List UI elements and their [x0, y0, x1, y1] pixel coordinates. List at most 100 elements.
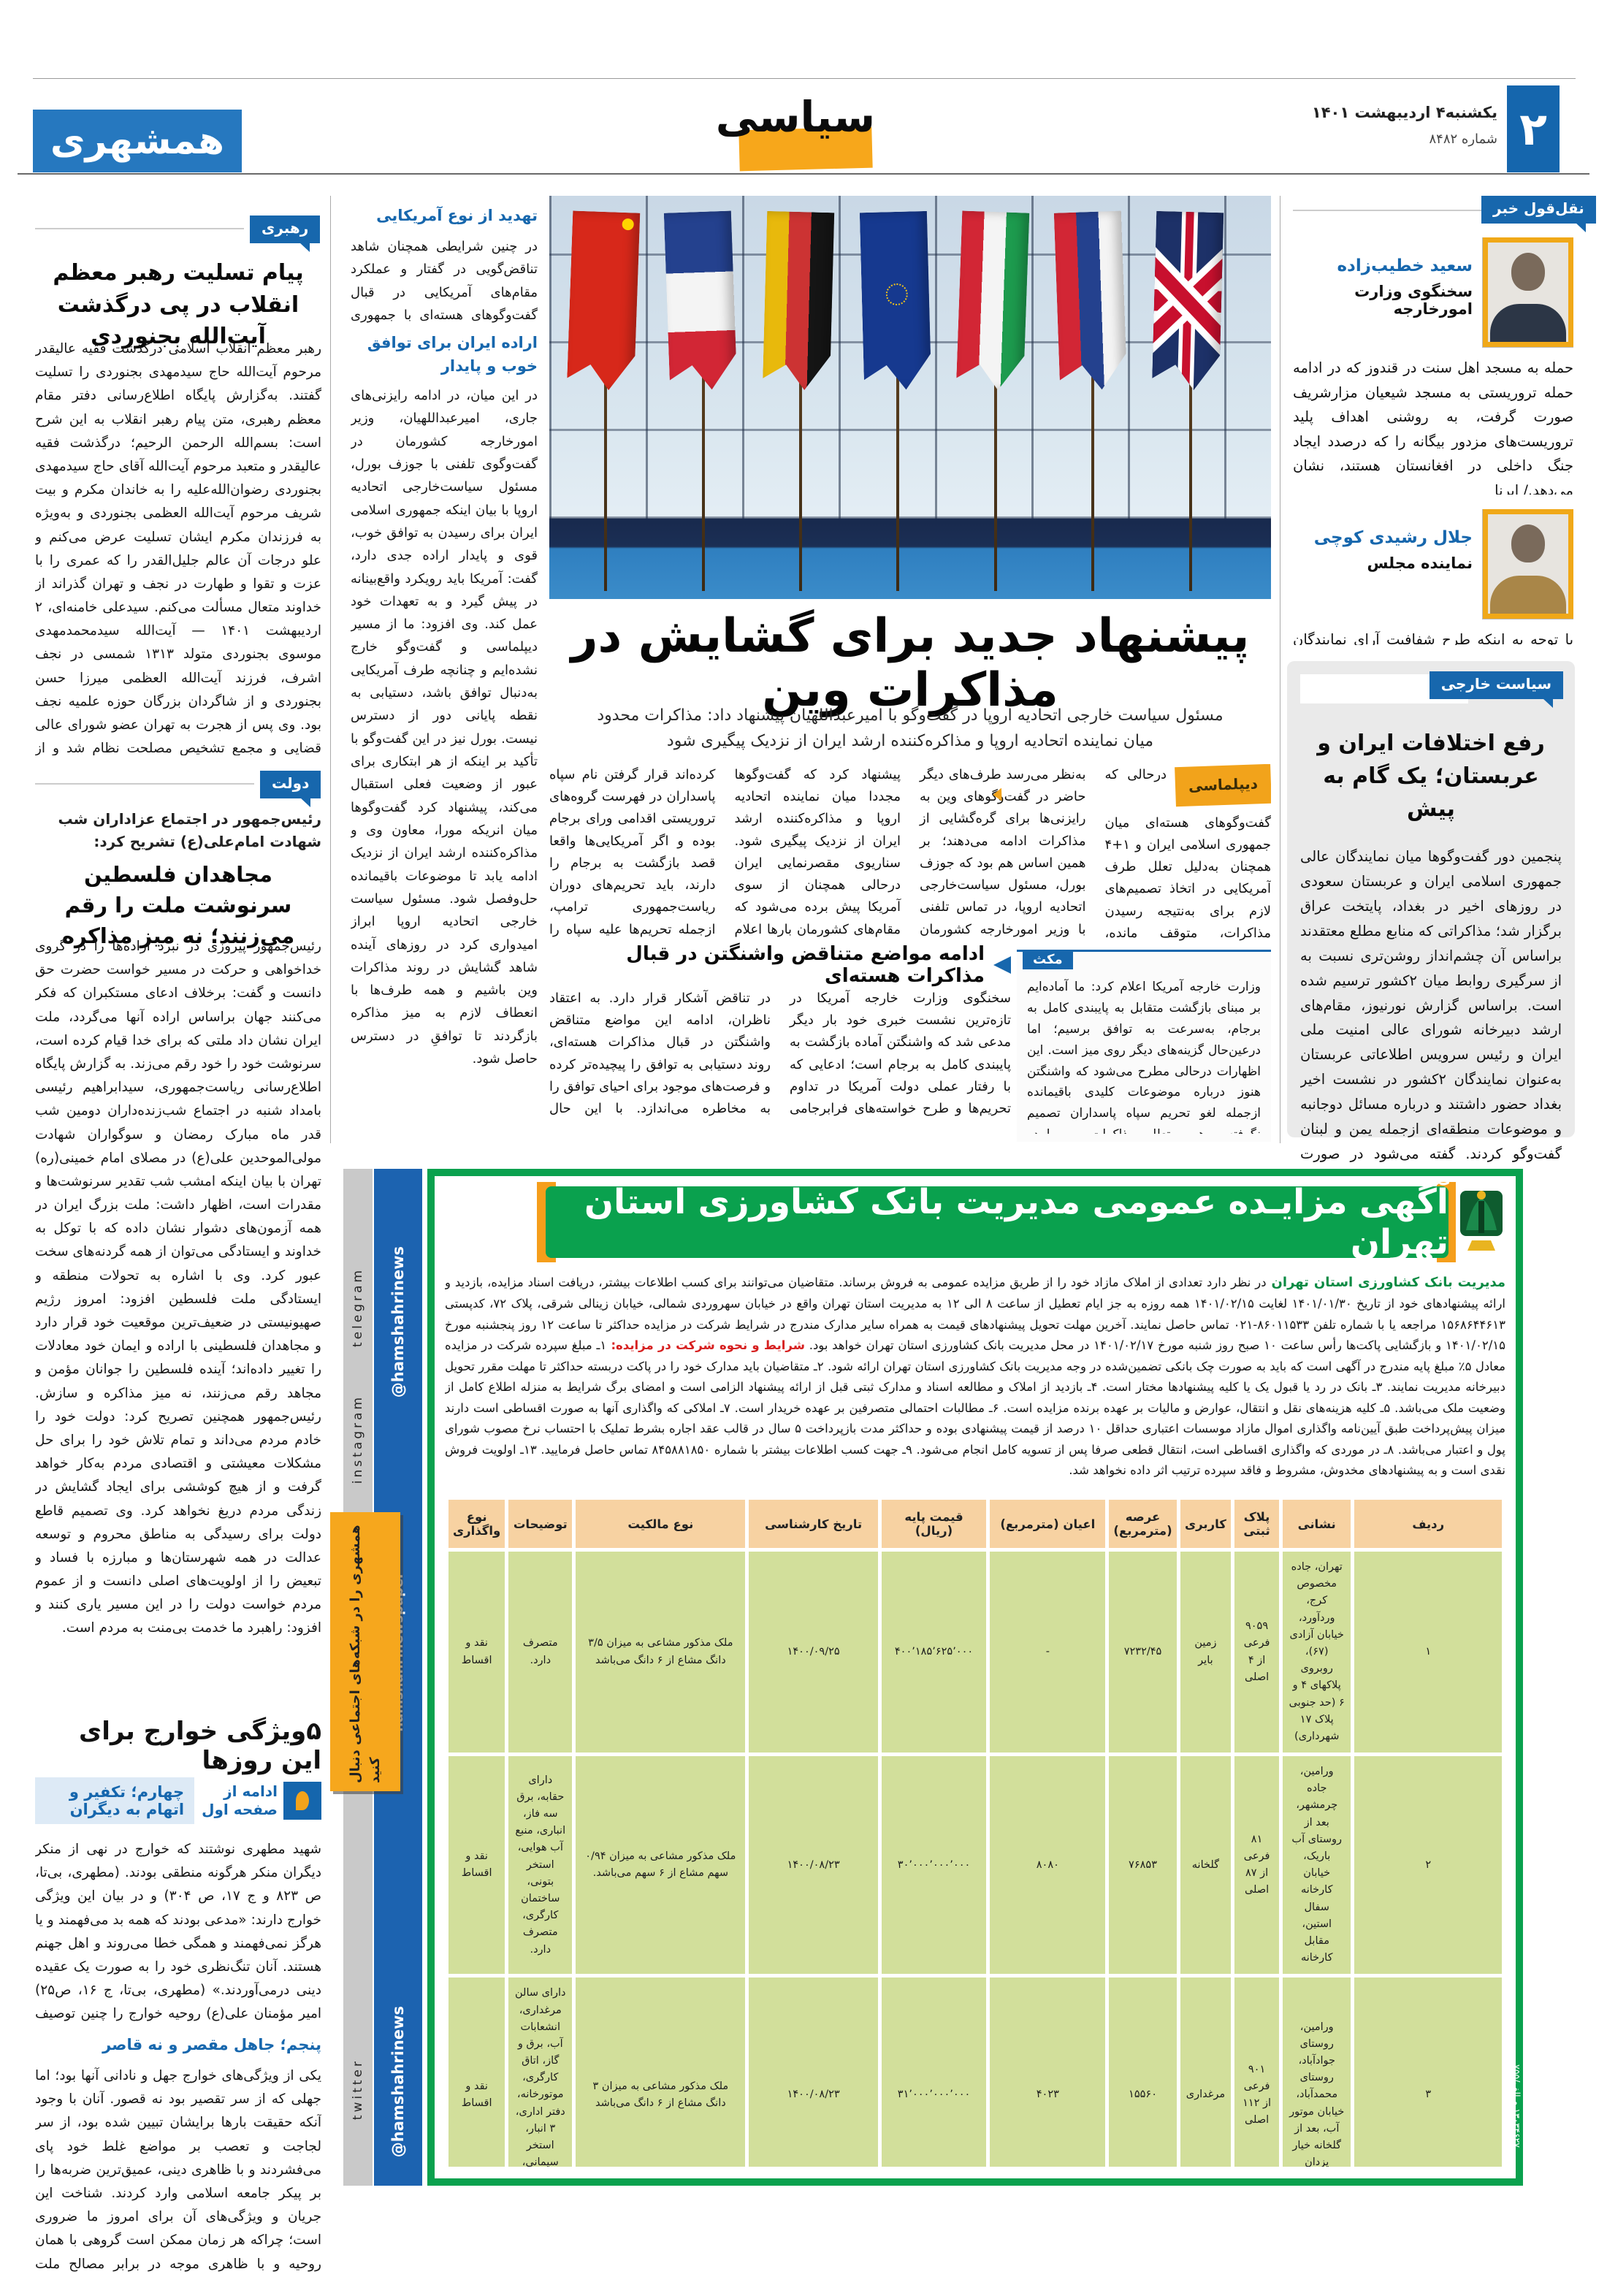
table-header-cell: قیمت پایه (ریال) [881, 1500, 987, 1548]
ad-title-banner: آگهی مزایـده عمومی مدیریت بانک کشاورزی ا… [546, 1182, 1448, 1262]
continued-icon [283, 1782, 321, 1820]
flag-germany [752, 204, 845, 591]
cell-row-number: ۳ [1354, 1977, 1502, 2167]
issue-line: شماره ۸۴۸۲ [1429, 131, 1498, 147]
quote-mark-icon [296, 1791, 309, 1810]
table-body: ۱ تهران، جاده مخصوص کرج، وردآورد، خیابان… [448, 1552, 1502, 2167]
diplomacy-tag: دیپلماسی [1175, 764, 1271, 806]
khavarej-title: ۵ویژگی خوارج برای این روزها [79, 1717, 321, 1775]
newspaper-logo: همشهری [33, 110, 242, 172]
cell-row-number: ۲ [1354, 1756, 1502, 1975]
section-title: سیاسی [715, 92, 875, 142]
cell-appraisal-date: ۱۴۰۰/۰۹/۲۵ [749, 1552, 878, 1753]
leader-tag-line [35, 228, 244, 229]
cell-plot: ۹۰۵۹ فرعی از ۴ اصلی [1234, 1552, 1279, 1753]
main-body-a: دیپلماسی درحالی که گفت‌وگوهای هسته‌ای میا… [549, 764, 1271, 947]
cell-building-area: - [990, 1552, 1106, 1753]
speaker-role: نماینده مجلس [1367, 554, 1473, 572]
cell-transfer-type: نقد و اقساط [448, 1756, 505, 1975]
cell-usage: گلخانه [1180, 1756, 1232, 1975]
quote-text: حمله به مسجد اهل سنت در قندوز که در ادام… [1293, 359, 1573, 495]
cell-plot: ۸۱ فرعی از ۸۷ اصلی [1234, 1756, 1279, 1975]
cell-row-number: ۱ [1354, 1552, 1502, 1753]
header-rule-bottom [18, 173, 1589, 175]
cell-notes: دارای حقابه، برق سه فاز، انباری، منبع آب… [508, 1756, 573, 1975]
bank-logo-icon [1450, 1179, 1513, 1270]
quote-item: جلال رشیدی کوچی نماینده مجلس با توجه به … [1293, 509, 1573, 645]
cell-land-area: ۱۵۵۶۰ [1109, 1977, 1177, 2167]
flag-uk [1141, 204, 1234, 591]
quote-item: سعید خطیب‌زاده سخنگوی وزارت امورخارجه حم… [1293, 237, 1573, 495]
foreign-box-title: رفع اختلافات ایران و عربستان؛ یک گام به … [1317, 731, 1545, 822]
table-header-cell: پلاک ثبتی [1234, 1500, 1279, 1548]
gov-tag: دولت [260, 771, 321, 807]
cell-ownership: ملک مذکور مشاعی به میزان ۰/۹۴ سهم مشاع ا… [576, 1756, 746, 1975]
cell-usage: زمین بایر [1180, 1552, 1232, 1753]
table-header-cell: تاریخ کارشناسی [749, 1500, 878, 1548]
strip-text-1: در چنین شرایطی همچنان شاهد تناقض‌گویی در… [351, 239, 538, 323]
speaker-name: سعید خطیب‌زاده [1337, 256, 1473, 275]
gov-tag-line [35, 783, 254, 785]
speaker-portrait [1482, 509, 1573, 619]
cell-plot: ۹۰۱ فرعی از ۱۱۲ اصلی [1234, 1977, 1279, 2167]
main-deck: مسئول سیاست خارجی اتحادیه اروپا در گفت‌و… [597, 706, 1224, 751]
main-subhead-b: ادامه مواضع متناقض واشنگتن در قبال مذاکر… [549, 943, 1011, 987]
leader-body: رهبر معظم انقلاب اسلامی درگذشت فقیه عالی… [35, 341, 321, 755]
cell-building-area: ۸۰۸۰ [990, 1756, 1106, 1975]
strip-text-2: در این میان، در ادامه رایزنی‌های جاری، ا… [351, 388, 538, 1067]
cell-transfer-type: نقد و اقساط [448, 1977, 505, 2167]
gov-kicker: رئیس‌جمهور در اجتماع عزاداران شب شهادت ا… [58, 810, 321, 850]
twitter-label: twitter [351, 2058, 365, 2121]
date-line: یکشنبه۴ اردیبهشت ۱۴۰۱ [1311, 104, 1497, 121]
table-header-cell: عرصه (مترمربع) [1109, 1500, 1177, 1548]
quote-text: با توجه به اینکه طرح شفافیت آرای نمایندگ… [1293, 631, 1573, 645]
strip-subhead-2: اراده ایران برای توافق خوب و پایدار [367, 334, 538, 375]
cell-base-price: ۴۰۰٬۱۸۵٬۶۲۵٬۰۰۰ [881, 1552, 987, 1753]
page-number: ۲ [1519, 102, 1547, 156]
ad-terms-label: شرایط و نحوه شرکت در مزایده: [606, 1338, 805, 1353]
section-header: سیاسی [715, 86, 875, 172]
pause-box-label: مکث [1023, 950, 1073, 969]
speaker-name: جلال رشیدی کوچی [1313, 528, 1473, 547]
pause-box: مکث وزارت خارجه آمریکا اعلام کرد: ما آما… [1017, 950, 1271, 1142]
flag-russia [1044, 204, 1137, 591]
khavarej-subhead-5: پنجم؛ جاهل مقصر و نه قاصر [102, 2036, 321, 2053]
cell-address: ورامین، جاده چرمشهر، بعد از روستای آب با… [1282, 1756, 1351, 1975]
table-row: ۳ ورامین، روستای جوادآباد، روستای محمدآب… [448, 1977, 1502, 2167]
table-header-cell: توضیحات [508, 1500, 573, 1548]
ad-intro-text: در نظر دارد تعدادی از املاک مازاد خود را… [445, 1275, 1505, 1353]
foreign-policy-box: سیاست خارجی رفع اختلافات ایران و عربستان… [1287, 661, 1575, 1162]
main-subhead-b-text: ادامه مواضع متناقض واشنگتن در قبال مذاکر… [626, 943, 985, 987]
cell-usage: مرغداری [1180, 1977, 1232, 2167]
ad-terms-text: ۱ـ مبلغ سپرده شرکت در مزایده معادل ۵٪ مب… [445, 1338, 1505, 1478]
cell-address: تهران، جاده مخصوص کرج، وردآورد، خیابان آ… [1282, 1552, 1351, 1753]
gov-body: رئیس‌جمهور پیروزی در نبرد اراده‌ها را در… [35, 939, 321, 1636]
cell-building-area: ۴۰۲۳ [990, 1977, 1106, 2167]
date-block: یکشنبه۴ اردیبهشت ۱۴۰۱ شماره ۸۴۸۲ [1308, 104, 1497, 147]
table-row: ۲ ورامین، جاده چرمشهر، بعد از روستای آب … [448, 1756, 1502, 1975]
ad-table-wrap: ردیف نشانی پلاک ثبتی کاربری عرصه (مترمربع) اع… [445, 1496, 1505, 2167]
ad-title: آگهی مزایـده عمومی مدیریت بانک کشاورزی ا… [584, 1182, 1448, 1262]
quotes-tag-line [1293, 210, 1483, 211]
table-header-cell: نشانی [1282, 1500, 1351, 1548]
main-headline: پیشنهاد جدید برای گشایش در مذاکرات وین [570, 609, 1250, 717]
twitter-handle: @hamshahrinews [389, 2006, 407, 2158]
flag-eu [849, 204, 942, 591]
speaker-role: سخنگوی وزارت امورخارجه [1354, 283, 1473, 318]
table-header-cell: ردیف [1354, 1500, 1502, 1548]
khavarej-subhead-4: چهارم؛ تکفیر و اتهام به دیگران [35, 1777, 195, 1824]
continued-badge: ادامه از صفحه اول [202, 1782, 321, 1820]
page-number-badge: ۲ [1507, 85, 1560, 172]
cell-base-price: ۳۱٬۰۰۰٬۰۰۰٬۰۰۰ [881, 1977, 987, 2167]
flags-photo [549, 196, 1271, 599]
auction-ad: آگهی مزایـده عمومی مدیریت بانک کشاورزی ا… [427, 1169, 1523, 2186]
header-rule-top [33, 78, 1576, 79]
flag-china [557, 204, 650, 591]
ad-reference-number: ۱۳۰۳۴۶۲۷ م الف/۷۵۵ [1511, 2064, 1522, 2148]
cell-ownership: ملک مذکور مشاعی به میزان ۳/۵ دانگ مشاع ا… [576, 1552, 746, 1753]
cell-transfer-type: نقد و اقساط [448, 1552, 505, 1753]
column-divider-left [330, 196, 331, 1143]
flag-france [654, 204, 747, 591]
leader-tag: رهبری [250, 216, 321, 252]
khavarej-body-2: یکی از ویژگی‌های خوارج جهل و نادانی آنها… [35, 2068, 321, 2272]
